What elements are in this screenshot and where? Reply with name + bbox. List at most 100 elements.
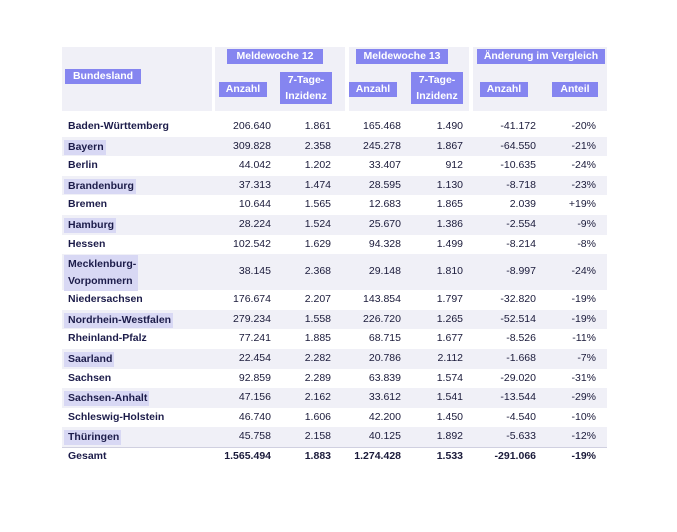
cell-pct: -10% [571, 410, 596, 423]
cell-a12: 46.740 [238, 410, 271, 423]
cell-pct: -12% [571, 430, 596, 443]
header-inzidenz-12-l2: Inzidenz [285, 90, 327, 102]
cell-pct: -19% [571, 450, 596, 462]
cell-pct: -19% [571, 312, 596, 325]
header-anzahl-13: Anzahl [349, 82, 397, 97]
cell-pct: -7% [577, 352, 596, 364]
cell-pct: -11% [572, 332, 596, 345]
cell-a12: 309.828 [233, 139, 271, 152]
header-anzahl-change: Anzahl [480, 82, 528, 97]
cell-i12: 1.885 [304, 332, 331, 345]
cell-a13: 25.670 [368, 218, 401, 230]
table-row: Thüringen 45.758 2.158 40.125 1.892 -5.633 -12… [62, 427, 607, 447]
header-inzidenz-13-l1: 7-Tage- [418, 74, 456, 86]
header-bundesland: Bundesland [65, 69, 141, 84]
cell-a12: 102.542 [233, 237, 271, 250]
cell-i12: 2.358 [304, 139, 331, 152]
cell-i12: 2.158 [304, 430, 331, 443]
row-bundesland: Schleswig-Holstein [68, 410, 165, 423]
cell-diff: -8.718 [506, 178, 536, 191]
header-inzidenz-12-l1: 7-Tage- [287, 74, 325, 86]
table-row: Sachsen 92.859 2.289 63.839 1.574 -29.020 -31% [62, 369, 607, 389]
cell-a12: 77.241 [238, 332, 271, 345]
cell-i12: 1.558 [304, 312, 331, 325]
table-row: Niedersachsen 176.674 2.207 143.854 1.797 -32… [62, 290, 607, 310]
row-bundesland: Saarland [64, 352, 115, 367]
table-row: Baden-Württemberg 206.640 1.861 165.468 1.49… [62, 117, 607, 137]
table-total-row: Gesamt 1.565.494 1.883 1.274.428 1.533 -291.0… [62, 447, 607, 467]
cell-i13: 1.797 [436, 293, 463, 306]
cell-i13: 1.130 [436, 178, 463, 191]
cell-a13: 245.278 [363, 139, 401, 152]
cell-a13: 165.468 [363, 120, 401, 132]
cell-i12: 2.368 [304, 265, 331, 278]
row-bundesland: Rheinland-Pfalz [68, 332, 147, 345]
cell-i13: 1.574 [436, 371, 463, 384]
row-bundesland: Hamburg [64, 218, 117, 233]
cell-i13: 1.810 [436, 265, 463, 278]
cell-i12: 1.606 [304, 410, 331, 423]
cell-pct: -8% [577, 237, 596, 250]
cell-a13: 42.200 [368, 410, 401, 423]
cell-diff: -8.997 [506, 265, 536, 278]
cell-diff: -64.550 [500, 139, 536, 152]
cell-diff: -4.540 [506, 410, 536, 423]
cell-pct: -23% [571, 178, 596, 191]
cell-i12: 1.474 [304, 178, 331, 191]
cell-a13: 12.683 [368, 198, 401, 211]
cell-pct: -20% [571, 120, 596, 132]
cell-diff: -2.554 [506, 218, 536, 230]
cell-i12: 1.883 [304, 450, 331, 462]
row-bundesland: Sachsen-Anhalt [64, 391, 150, 407]
table-row: Sachsen-Anhalt 47.156 2.162 33.612 1.541 -13.… [62, 388, 607, 408]
cell-a12: 47.156 [238, 391, 271, 404]
row-bundesland: Berlin [68, 159, 98, 172]
cell-a13: 20.786 [368, 352, 401, 364]
cell-diff: -13.544 [500, 391, 536, 404]
cell-a12: 44.042 [238, 159, 271, 172]
cell-a13: 1.274.428 [354, 450, 401, 462]
cell-diff: -10.635 [500, 159, 536, 172]
cell-a13: 63.839 [368, 371, 401, 384]
cell-diff: -52.514 [500, 312, 536, 325]
cell-a12: 45.758 [238, 430, 271, 443]
cell-a12: 37.313 [238, 178, 271, 191]
cell-a12: 206.640 [233, 120, 271, 132]
cell-a13: 29.148 [368, 265, 401, 278]
cell-i13: 2.112 [437, 352, 464, 364]
header-change: Änderung im Vergleich [477, 49, 605, 64]
header-inzidenz-12: 7-Tage- Inzidenz [280, 72, 332, 104]
cell-pct: +19% [568, 198, 596, 211]
table-row: Brandenburg 37.313 1.474 28.595 1.130 -8.718 -… [62, 175, 607, 196]
row-bundesland-line1: Mecklenburg- [68, 258, 137, 271]
row-bundesland: Sachsen [68, 371, 112, 384]
cell-i13: 1.265 [436, 312, 463, 325]
cell-diff: -29.020 [500, 371, 536, 384]
table-row: Mecklenburg- Vorpommern 38.145 2.368 29.148 1… [62, 254, 607, 292]
cell-i13: 1.541 [436, 391, 463, 404]
header-anteil: Anteil [552, 82, 598, 97]
row-bundesland: Thüringen [64, 430, 122, 446]
cell-pct: -29% [571, 391, 596, 404]
cell-a12: 28.224 [238, 218, 271, 230]
cell-a13: 33.612 [368, 391, 401, 404]
table-row: Hamburg 28.224 1.524 25.670 1.386 -2.554 -9% [62, 215, 607, 235]
cell-a12: 38.145 [238, 265, 271, 278]
cell-a12: 92.859 [238, 371, 271, 384]
cell-i13: 1.865 [436, 198, 463, 211]
cell-a13: 40.125 [368, 430, 401, 443]
cell-diff: -32.820 [500, 293, 536, 306]
table-row: Nordrhein-Westfalen 279.234 1.558 226.720 1.… [62, 309, 607, 330]
cell-diff: 2.039 [509, 198, 536, 211]
row-bundesland: Brandenburg [64, 178, 136, 194]
cell-a12: 22.454 [238, 352, 271, 364]
cell-i12: 2.282 [304, 352, 331, 364]
table-row: Bayern 309.828 2.358 245.278 1.867 -64.550 -21… [62, 136, 607, 157]
cell-diff: -8.214 [506, 237, 536, 250]
total-separator [62, 447, 607, 448]
cell-pct: -21% [571, 139, 596, 152]
header-week12: Meldewoche 12 [227, 49, 323, 64]
row-bundesland-line2: Vorpommern [68, 275, 133, 288]
cell-pct: -24% [571, 265, 596, 278]
cell-a13: 28.595 [368, 178, 401, 191]
